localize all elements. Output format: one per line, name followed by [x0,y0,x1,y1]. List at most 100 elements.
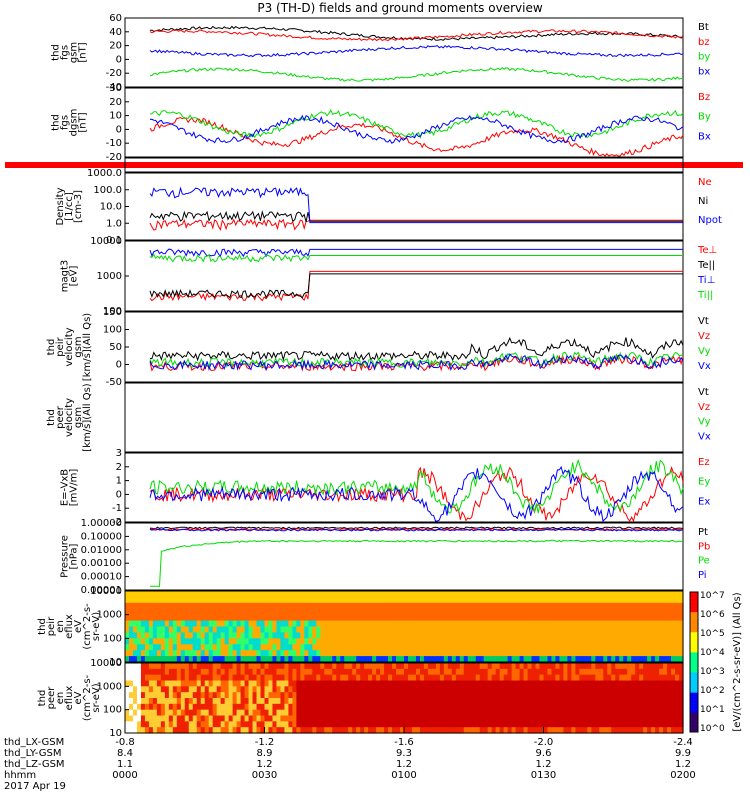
heatmap-cell [324,668,329,676]
heatmap-cell [244,703,250,711]
heatmap-cell [136,656,142,663]
heatmap-cell [583,727,588,734]
heatmap-cell [459,703,465,711]
heatmap-cell [400,709,405,717]
heatmap-cell [635,614,640,622]
heatmap-cell [527,709,533,717]
heatmap-cell [200,692,206,699]
heatmap-cell [503,663,509,670]
heatmap-cell [595,668,600,676]
heatmap-cell [587,591,592,598]
heatmap-cell [539,686,545,693]
heatmap-cell [296,721,301,728]
y-axis-label: thd [46,409,57,426]
heatmap-cell [152,663,158,670]
colorbar-cell [690,645,698,647]
heatmap-cell [427,591,433,598]
heatmap-cell [384,698,389,705]
heatmap-cell [172,715,178,722]
heatmap-cell [635,632,640,639]
heatmap-cell [467,644,473,651]
heatmap-cell [196,715,202,722]
panel-frame [124,87,684,158]
heatmap-cell [415,650,421,657]
heatmap-cell [388,680,393,687]
heatmap-cell [535,650,541,657]
heatmap-cell [184,596,190,604]
heatmap-cell [352,680,357,687]
heatmap-cell [400,644,405,651]
heatmap-cell [212,656,218,663]
heatmap-cell [252,727,258,734]
heatmap-cell [439,602,445,610]
heatmap-cell [655,602,660,610]
heatmap-cell [384,703,389,711]
heatmap-cell [312,721,317,728]
heatmap-cell [559,650,565,657]
heatmap-cell [679,644,684,651]
heatmap-cell [455,614,461,622]
heatmap-cell [320,727,325,734]
heatmap-cell [463,644,469,651]
heatmap-cell [384,602,389,610]
heatmap-cell [575,709,580,717]
heatmap-cell [316,591,321,598]
heatmap-cell [651,638,656,645]
heatmap-cell [216,703,222,711]
heatmap-cell [595,596,600,604]
time-row-value: 0130 [530,770,557,781]
heatmap-cell [144,668,150,676]
heatmap-cell [595,614,600,622]
heatmap-cell [136,602,142,610]
heatmap-cell [236,632,242,639]
colorbar-cell [690,714,698,716]
heatmap-cell [244,596,250,604]
heatmap-cell [196,644,202,651]
heatmap-cell [164,650,170,657]
heatmap-cell [511,674,517,682]
colorbar-cell [690,673,698,675]
heatmap-cell [276,614,282,622]
heatmap-cell [531,614,537,622]
heatmap-cell [559,620,565,628]
heatmap-cell [619,656,624,663]
heatmap-cell [603,608,608,616]
heatmap-cell [404,591,409,598]
heatmap-cell [196,709,202,717]
heatmap-cell [276,668,282,676]
heatmap-cell [244,591,250,598]
heatmap-cell [228,698,234,705]
heatmap-cell [667,656,672,663]
heatmap-cell [575,686,580,693]
heatmap-cell [280,608,286,616]
heatmap-cell [224,614,230,622]
heatmap-cell [475,721,481,728]
heatmap-cell [156,644,162,651]
heatmap-cell [431,608,437,616]
heatmap-cell [427,614,433,622]
heatmap-cell [224,721,230,728]
heatmap-cell [328,668,333,676]
heatmap-cell [471,638,477,645]
heatmap-cell [312,703,317,711]
heatmap-cell [304,650,309,657]
heatmap-cell [356,727,361,734]
heatmap-cell [615,721,620,728]
heatmap-cell [523,656,529,663]
heatmap-cell [551,602,557,610]
heatmap-cell [284,727,290,734]
heatmap-cell [503,602,509,610]
heatmap-cell [599,692,604,699]
heatmap-cell [176,591,182,598]
heatmap-cell [475,656,481,663]
heatmap-cell [304,709,309,717]
heatmap-cell [160,698,166,705]
heatmap-cell [148,644,154,651]
heatmap-cell [340,692,345,699]
heatmap-cell [188,663,194,670]
heatmap-cell [164,632,170,639]
heatmap-cell [152,721,158,728]
heatmap-cell [272,715,278,722]
heatmap-cell [284,632,290,639]
heatmap-cell [212,638,218,645]
